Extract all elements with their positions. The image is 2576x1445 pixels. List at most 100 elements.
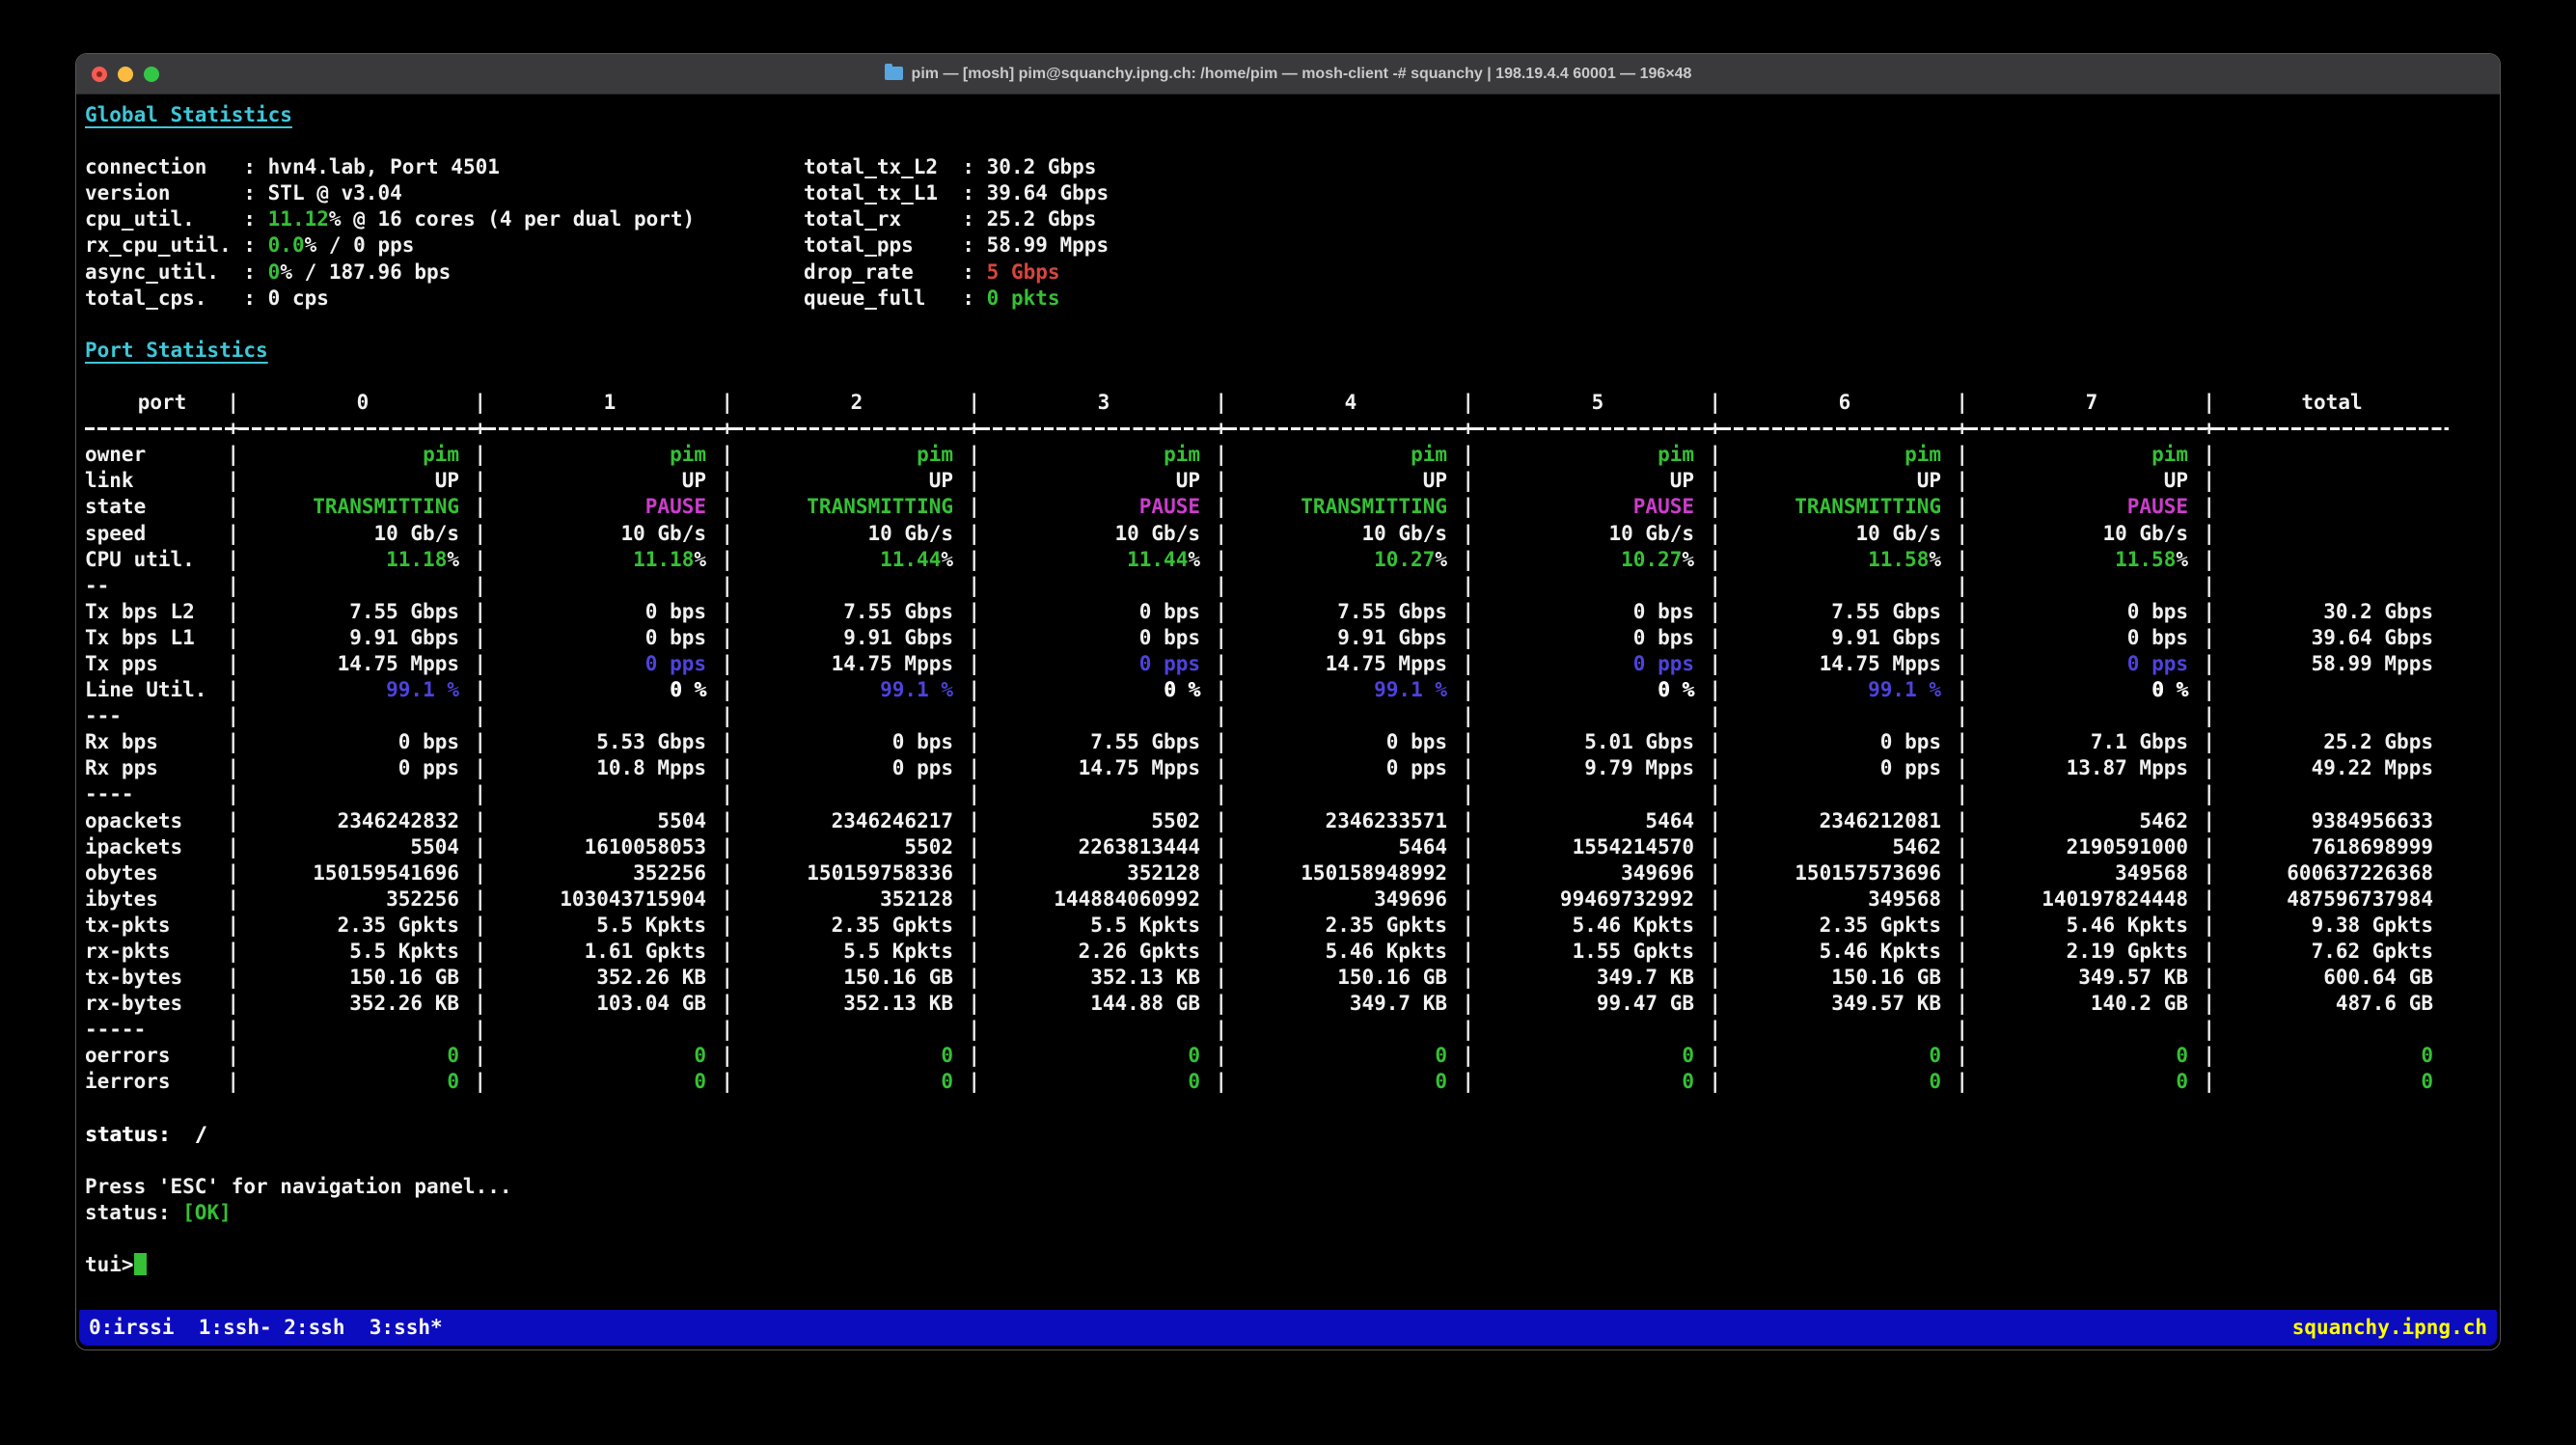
row-speed: speed 10 Gb/s 10 Gb/s 10 Gb/s 10 Gb/s 10 Gb/s…	[85, 521, 2497, 547]
table-cell	[1968, 703, 2215, 729]
text-run: 0 bps	[1138, 599, 1200, 623]
text-run: 7.62 Gpkts	[2311, 940, 2433, 963]
table-cell: 0 bps	[733, 729, 980, 755]
text-run: 352.13 KB	[843, 992, 953, 1016]
table-cell-total	[2215, 468, 2449, 494]
terminal-lines: Global Statistics connection : hvn4.lab, …	[85, 102, 2497, 1278]
text-run: 9.79 Mpps	[1584, 756, 1694, 780]
table-cell: 349568	[1721, 886, 1968, 913]
text-run: 140197824448	[2042, 886, 2188, 911]
text-run: 349.7 KB	[1349, 992, 1447, 1016]
text-run: pim	[1164, 443, 1200, 467]
text-run: 0	[447, 1044, 459, 1068]
text-run: 14.75 Mpps	[337, 651, 459, 675]
blank-line	[85, 128, 2497, 154]
text-run: 150158948992	[1301, 860, 1447, 885]
row-label: rx-pkts	[85, 939, 239, 965]
text-run: 0 pkts	[986, 286, 1060, 310]
text-run: 0 bps	[644, 625, 706, 649]
text-run: 9.38 Gpkts	[2311, 913, 2433, 937]
minimize-button[interactable]	[118, 67, 133, 82]
blank-line	[85, 312, 2497, 338]
row-label: tx-bytes	[85, 965, 239, 991]
table-cell: UP	[1968, 468, 2215, 494]
text-run: 7.55 Gbps	[1337, 599, 1447, 623]
text-run: 0	[1929, 1070, 1941, 1094]
text-run: 11.58	[1868, 547, 1930, 571]
text-run: Global Statistics	[85, 103, 292, 126]
table-cell: 9.91 Gbps	[733, 625, 980, 651]
table-cell-total: 58.99 Mpps	[2215, 651, 2449, 677]
text-run: 0	[1682, 1044, 1694, 1068]
table-cell: 11.44%	[733, 547, 980, 573]
row-label: link	[85, 468, 239, 494]
terminal-line	[85, 1148, 2497, 1174]
table-cell: 5464	[1227, 834, 1474, 860]
text-run: 487596737984	[2287, 886, 2433, 911]
text-run: 10 Gb/s	[1608, 521, 1694, 545]
text-run: pim	[423, 443, 459, 467]
table-cell: 9.79 Mpps	[1474, 755, 1721, 781]
table-cell: 0	[1474, 1069, 1721, 1095]
text-run: --	[85, 573, 110, 597]
text-run: UP	[434, 469, 459, 493]
text-run: state	[85, 495, 147, 519]
table-cell: UP	[1474, 468, 1721, 494]
close-button[interactable]	[92, 67, 107, 82]
table-cell	[1721, 1017, 1968, 1043]
text-run: 0	[267, 259, 281, 284]
table-cell: 144.88 GB	[980, 991, 1227, 1017]
table-cell: 150.16 GB	[1721, 965, 1968, 991]
table-cell: 352256	[486, 860, 733, 886]
table-cell: 99.1 %	[1721, 677, 1968, 703]
text-run: 9.91 Gbps	[1831, 625, 1941, 649]
text-run: 30.2 Gbps	[2323, 599, 2433, 623]
command-prompt-line[interactable]: tui>	[85, 1252, 2497, 1278]
table-cell: 10 Gb/s	[1474, 521, 1721, 547]
text-run: 103.04 GB	[596, 992, 706, 1016]
table-cell: 0 bps	[1474, 599, 1721, 625]
text-run: 2.35 Gpkts	[337, 913, 459, 937]
text-run: tx-bytes	[85, 966, 183, 990]
table-cell: 0	[980, 1043, 1227, 1069]
text-run: UP	[1916, 469, 1941, 493]
table-cell: pim	[1227, 442, 1474, 468]
table-section-separator: ---	[85, 703, 2497, 729]
text-run: 25.2 Gbps	[2323, 730, 2433, 754]
zoom-button[interactable]	[144, 67, 159, 82]
text-run: rx-bytes	[85, 992, 183, 1016]
table-cell: 0 %	[1968, 677, 2215, 703]
table-cell: 14.75 Mpps	[1227, 651, 1474, 677]
table-cell: 0	[1721, 1043, 1968, 1069]
text-run: 0	[2421, 1070, 2433, 1094]
separator-cell	[85, 416, 239, 442]
text-run: Rx pps	[85, 756, 158, 780]
text-run: 0	[2176, 1044, 2188, 1068]
text-run: 0.0	[267, 233, 305, 258]
table-cell: 140197824448	[1968, 886, 2215, 913]
blank-line	[85, 364, 2497, 390]
text-run: 10 Gb/s	[2102, 521, 2188, 545]
window-titlebar[interactable]: pim — [mosh] pim@squanchy.ipng.ch: /home…	[76, 54, 2500, 95]
global-stat-left: connection : hvn4.lab, Port 4501	[85, 154, 804, 180]
tmux-window-list[interactable]: 0:irssi 1:ssh- 2:ssh 3:ssh*	[89, 1316, 443, 1339]
separator-cell	[2215, 416, 2449, 443]
text-run: %	[694, 547, 706, 571]
row-ibytes: ibytes 352256 103043715904 352128 1448840609…	[85, 886, 2497, 913]
table-cell: 2.19 Gpkts	[1968, 939, 2215, 965]
text-run: 0	[1435, 1070, 1447, 1094]
table-cell: 14.75 Mpps	[1721, 651, 1968, 677]
text-run: 4	[1344, 391, 1357, 415]
terminal-content[interactable]: Global Statistics connection : hvn4.lab, …	[76, 95, 2500, 1350]
text-run: 5502	[904, 834, 953, 859]
table-cell: 0 %	[980, 677, 1227, 703]
table-cell-total: 9.38 Gpkts	[2215, 913, 2449, 939]
text-run: 0	[941, 1044, 953, 1068]
text-run: 0 %	[670, 678, 706, 702]
section-separator-label: -----	[85, 1017, 239, 1043]
text-run: rx_cpu_util. :	[85, 233, 268, 258]
table-cell-total	[2215, 547, 2449, 573]
row-label: owner	[85, 442, 239, 468]
table-cell: 0	[1474, 1043, 1721, 1069]
text-run: 0 pps	[397, 756, 459, 780]
